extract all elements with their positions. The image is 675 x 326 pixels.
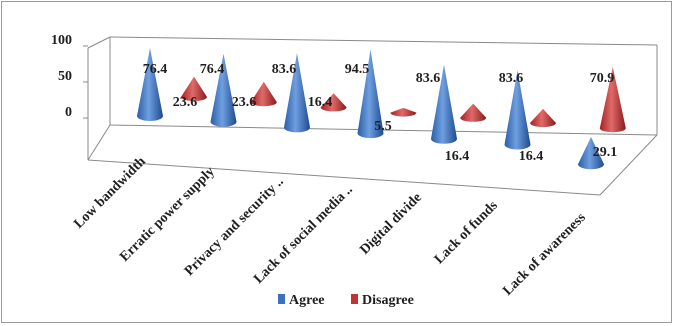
agree-value-label: 83.6 xyxy=(499,71,524,86)
agree-cone xyxy=(210,53,237,127)
legend-label: Disagree xyxy=(362,293,414,308)
agree-cone xyxy=(284,53,310,133)
disagree-value-label: 5.5 xyxy=(374,119,392,134)
disagree-value-label: 16.4 xyxy=(308,95,333,110)
agree-cone xyxy=(357,49,384,139)
y-tick-label: 100 xyxy=(51,33,72,48)
disagree-cone xyxy=(390,107,417,117)
agree-value-label: 94.5 xyxy=(345,62,370,77)
disagree-cone xyxy=(250,81,277,107)
y-tick-label: 50 xyxy=(58,69,72,84)
disagree-cone xyxy=(181,76,207,101)
category-label: Lack of funds xyxy=(432,198,501,267)
disagree-value-label: 23.6 xyxy=(173,95,198,110)
agree-value-label: 83.6 xyxy=(416,71,441,86)
category-label: Digital divide xyxy=(357,190,425,258)
agree-value-label: 76.4 xyxy=(200,62,225,77)
disagree-cone xyxy=(460,103,487,122)
agree-cone xyxy=(431,64,457,144)
y-tick-label: 0 xyxy=(65,105,72,120)
agree-cone xyxy=(504,70,531,150)
y-axis-ticks: 100 50 0 xyxy=(51,33,88,120)
chart-marks xyxy=(137,47,626,170)
disagree-value-label: 70.9 xyxy=(590,71,615,86)
legend-swatch xyxy=(351,294,358,304)
disagree-value-label: 16.4 xyxy=(519,149,544,164)
agree-value-label: 76.4 xyxy=(143,62,168,77)
agree-value-label: 29.1 xyxy=(593,145,618,160)
agree-cone xyxy=(137,47,163,121)
legend: Agree Disagree xyxy=(278,293,414,308)
disagree-cone xyxy=(320,93,347,112)
disagree-value-label: 23.6 xyxy=(232,95,257,110)
disagree-cone xyxy=(530,108,556,127)
agree-value-label: 83.6 xyxy=(272,62,297,77)
disagree-value-label: 16.4 xyxy=(445,149,470,164)
disagree-cone xyxy=(599,66,626,133)
category-label: Low bandwidth xyxy=(71,154,149,232)
chart-axes xyxy=(87,36,658,196)
legend-label: Agree xyxy=(289,293,325,308)
legend-swatch xyxy=(278,294,285,304)
value-labels: 76.4 23.6 76.4 23.6 83.6 16.4 94.5 5.5 83.6 16.4 8… xyxy=(143,62,618,164)
category-label: Lack of awareness xyxy=(500,210,589,299)
agree-cone xyxy=(578,137,604,170)
